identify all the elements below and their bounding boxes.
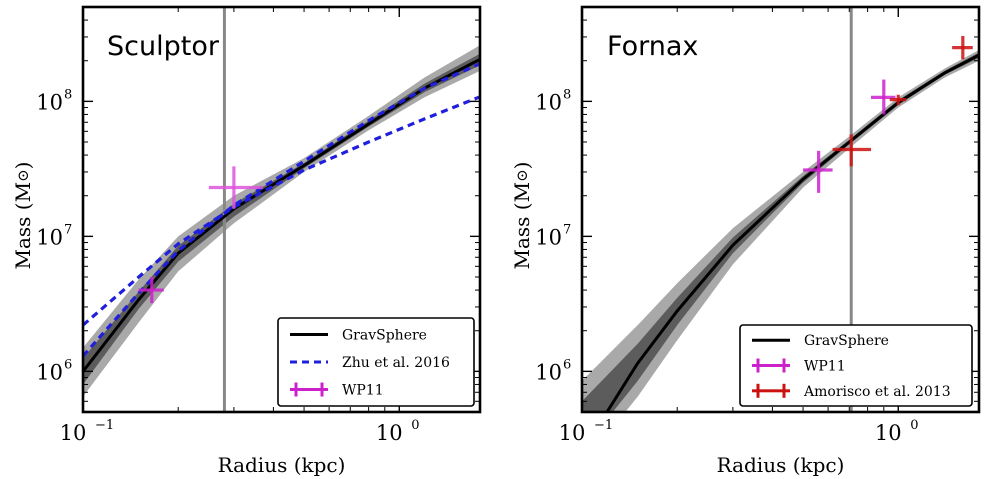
errorbar-wp11 (138, 277, 164, 304)
x-axis-label: Radius (kpc) (218, 453, 346, 477)
y-tick-label-exponent: 8 (563, 87, 571, 102)
y-tick-label: 10 (36, 225, 63, 249)
panel-title: Sculptor (107, 31, 220, 62)
errorbar-wp11 (803, 150, 833, 193)
legend-label: WP11 (342, 383, 384, 399)
panel-title: Fornax (607, 31, 698, 62)
legend-entry: GravSphere (290, 328, 427, 344)
legend-entry: WP11 (752, 358, 846, 375)
y-axis-label-text: Mass (M (11, 182, 35, 270)
legend-entry: WP11 (290, 382, 384, 399)
series-gravsphere (605, 53, 979, 412)
series-zhu-et-al-2016-upper- (83, 62, 480, 358)
y-tick-label: 10 (535, 90, 562, 114)
x-tick-label-exponent: 0 (411, 418, 419, 433)
y-axis-label-close: ) (510, 162, 534, 170)
axes-frame (580, 5, 981, 414)
y-axis-label-sun-symbol: ⊙ (513, 169, 531, 182)
legend-label: GravSphere (342, 328, 427, 344)
y-tick-label-exponent: 6 (563, 357, 571, 372)
errorbar-amorisco-et-al-2013 (952, 35, 973, 60)
x-tick-label-exponent: −1 (594, 418, 613, 433)
legend-label: Amorisco et al. 2013 (803, 384, 951, 400)
legend-entry: Zhu et al. 2016 (290, 355, 450, 371)
x-tick-label-exponent: −1 (95, 418, 114, 433)
legend-box (739, 324, 973, 407)
legend-entry: Amorisco et al. 2013 (752, 383, 951, 400)
x-tick-label: 10 (376, 421, 403, 445)
errorbar-wp11 (208, 166, 263, 209)
x-tick-label: 10 (60, 421, 87, 445)
y-tick-label: 10 (36, 90, 63, 114)
legend: GravSphere Zhu et al. 2016 WP11 (277, 317, 475, 407)
legend-entry: GravSphere (752, 333, 889, 349)
legend-label: GravSphere (804, 333, 889, 349)
y-tick-label: 10 (535, 360, 562, 384)
errorbar-wp11 (871, 79, 896, 115)
inner-confidence-band (582, 52, 979, 412)
x-tick-label: 10 (875, 421, 902, 445)
x-tick-label-exponent: 0 (910, 418, 918, 433)
y-tick-label: 10 (36, 360, 63, 384)
legend-label: Zhu et al. 2016 (342, 355, 450, 371)
axes-frame (81, 5, 482, 414)
outer-confidence-band (582, 50, 979, 412)
y-tick-label-exponent: 6 (64, 357, 72, 372)
y-tick-label-exponent: 7 (563, 222, 571, 237)
legend-label: WP11 (804, 359, 846, 375)
y-tick-label-exponent: 7 (64, 222, 72, 237)
y-axis-label-sun-symbol: ⊙ (14, 169, 32, 182)
errorbar-amorisco-et-al-2013 (889, 94, 907, 105)
y-axis-label-close: ) (11, 162, 35, 170)
y-axis-label: Mass (M⊙) (11, 162, 35, 270)
legend: GravSphere WP11 Amorisco et al. 2013 (739, 324, 973, 407)
x-axis-label: Radius (kpc) (717, 453, 845, 477)
legend-box (277, 317, 475, 407)
y-tick-label: 10 (535, 225, 562, 249)
y-axis-label-text: Mass (M (510, 182, 534, 270)
plot-area (83, 7, 480, 412)
x-tick-label: 10 (559, 421, 586, 445)
y-axis-label: Mass (M⊙) (510, 162, 534, 270)
errorbar-amorisco-et-al-2013 (832, 134, 872, 167)
series-zhu-et-al-2016 (83, 95, 480, 327)
y-tick-label-exponent: 8 (64, 87, 72, 102)
